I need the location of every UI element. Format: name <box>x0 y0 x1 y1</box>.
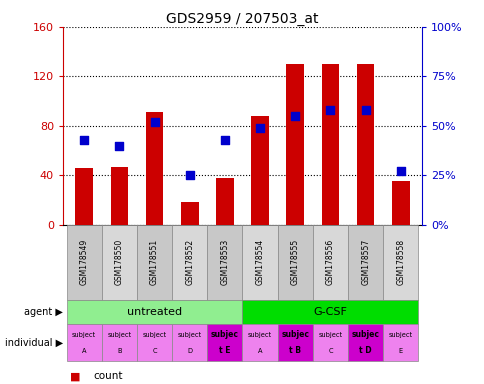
Bar <box>251 116 268 225</box>
Text: subjec: subjec <box>211 330 239 339</box>
Bar <box>242 225 277 300</box>
Bar <box>277 225 312 300</box>
Bar <box>66 324 102 361</box>
Text: subject: subject <box>318 332 342 338</box>
Bar <box>391 181 409 225</box>
Bar <box>312 225 348 300</box>
Text: individual ▶: individual ▶ <box>5 338 63 348</box>
Text: count: count <box>93 371 123 381</box>
Bar <box>207 225 242 300</box>
Text: A: A <box>257 348 262 354</box>
Text: t E: t E <box>219 346 230 355</box>
Text: subject: subject <box>107 332 131 338</box>
Text: GSM178556: GSM178556 <box>325 239 334 285</box>
Bar <box>348 324 382 361</box>
Text: C: C <box>152 348 156 354</box>
Bar <box>181 202 198 225</box>
Bar <box>356 64 374 225</box>
Point <box>151 119 158 125</box>
Bar <box>277 324 312 361</box>
Text: t B: t B <box>288 346 301 355</box>
Text: GSM178558: GSM178558 <box>395 239 405 285</box>
Bar <box>172 225 207 300</box>
Text: D: D <box>187 348 192 354</box>
Bar <box>110 167 128 225</box>
Bar <box>172 324 207 361</box>
Point <box>185 172 193 178</box>
Bar <box>102 324 136 361</box>
Bar <box>136 324 172 361</box>
Bar <box>321 64 339 225</box>
Text: GSM178555: GSM178555 <box>290 239 299 285</box>
Text: G-CSF: G-CSF <box>313 307 347 317</box>
Text: subject: subject <box>177 332 201 338</box>
Text: GSM178553: GSM178553 <box>220 239 229 285</box>
Point <box>291 113 299 119</box>
Text: GSM178554: GSM178554 <box>255 239 264 285</box>
Point <box>256 125 263 131</box>
Title: GDS2959 / 207503_at: GDS2959 / 207503_at <box>166 12 318 26</box>
Bar <box>348 225 382 300</box>
Text: subject: subject <box>72 332 96 338</box>
Bar <box>312 324 348 361</box>
Text: agent ▶: agent ▶ <box>24 307 63 317</box>
Bar <box>286 64 303 225</box>
Bar <box>207 324 242 361</box>
Text: subject: subject <box>142 332 166 338</box>
Text: B: B <box>117 348 121 354</box>
Text: GSM178557: GSM178557 <box>361 239 369 285</box>
Text: GSM178552: GSM178552 <box>185 239 194 285</box>
Bar <box>382 324 418 361</box>
Text: E: E <box>398 348 402 354</box>
Bar <box>242 300 418 324</box>
Text: untreated: untreated <box>127 307 182 317</box>
Bar <box>216 178 233 225</box>
Text: subjec: subjec <box>351 330 379 339</box>
Text: C: C <box>328 348 332 354</box>
Point <box>221 137 228 143</box>
Point <box>326 107 333 113</box>
Bar <box>75 168 93 225</box>
Bar <box>382 225 418 300</box>
Bar <box>66 225 102 300</box>
Text: GSM178550: GSM178550 <box>115 239 123 285</box>
Point <box>115 142 123 149</box>
Bar <box>136 225 172 300</box>
Bar <box>66 300 242 324</box>
Text: subject: subject <box>247 332 272 338</box>
Text: A: A <box>82 348 86 354</box>
Bar <box>145 112 163 225</box>
Text: GSM178549: GSM178549 <box>79 239 89 285</box>
Text: subjec: subjec <box>281 330 309 339</box>
Text: subject: subject <box>388 332 412 338</box>
Bar <box>242 324 277 361</box>
Text: t D: t D <box>359 346 371 355</box>
Point <box>361 107 369 113</box>
Bar <box>102 225 136 300</box>
Text: ■: ■ <box>70 371 80 381</box>
Point <box>396 168 404 174</box>
Text: GSM178551: GSM178551 <box>150 239 159 285</box>
Point <box>80 137 88 143</box>
